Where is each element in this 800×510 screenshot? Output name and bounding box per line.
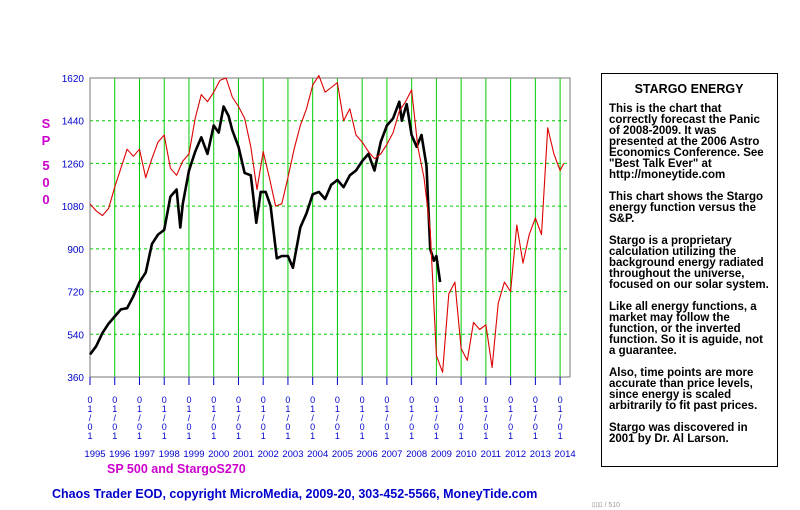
x-year-label: 1996 — [109, 449, 130, 460]
x-year-label: 1997 — [134, 449, 155, 460]
chart-series — [88, 75, 565, 373]
panel-paragraph: This chart shows the Stargo energy funct… — [609, 191, 763, 225]
x-tick-date-label: 0 1/0 1 — [409, 395, 414, 441]
small-note: ﾛﾛﾛ / 510 — [592, 502, 621, 509]
x-tick-date-label: 0 1/0 1 — [87, 395, 92, 441]
panel-paragraph: Stargo was discovered in 2001 by Dr. Al … — [609, 422, 748, 445]
x-year-label: 2008 — [406, 449, 427, 460]
panel-title: STARGO ENERGY — [634, 82, 744, 96]
x-tick-date-label: 0 1/0 1 — [335, 395, 340, 441]
x-year-label: 2012 — [505, 449, 526, 460]
x-tick-date-label: 0 1/0 1 — [162, 395, 167, 441]
x-tick-date-label: 0 1/0 1 — [186, 395, 191, 441]
x-tick-date-label: 0 1/0 1 — [533, 395, 538, 441]
x-tick-date-label: 0 1/0 1 — [483, 395, 488, 441]
panel-paragraph: This is the chart that correctly forecas… — [609, 103, 764, 181]
x-year-label: 2000 — [208, 449, 229, 460]
y-tick-label: 1620 — [62, 74, 85, 85]
panel-paragraph: Stargo is a proprietary calculation util… — [609, 235, 769, 291]
x-tick-date-label: 0 1/0 1 — [112, 395, 117, 441]
chart-axes: 360 540 720 900 1080 1260 1440 1620 S P 5 0 0 0 1/0 1 19… — [42, 74, 576, 460]
x-tick-date-label: 0 1/0 1 — [285, 395, 290, 441]
x-tick-date-label: 0 1/0 1 — [360, 395, 365, 441]
x-year-label: 2001 — [233, 449, 254, 460]
x-tick-date-label: 0 1/0 1 — [459, 395, 464, 441]
panel-paragraph: Like all energy functions, a market may … — [609, 301, 763, 357]
x-year-label: 1998 — [159, 449, 180, 460]
x-year-label: 2005 — [332, 449, 353, 460]
x-year-label: 2007 — [381, 449, 402, 460]
sp500-series-line — [88, 100, 442, 356]
x-tick-date-label: 0 1/0 1 — [434, 395, 439, 441]
x-year-label: 2010 — [456, 449, 477, 460]
x-tick-date-label: 0 1/0 1 — [384, 395, 389, 441]
x-year-label: 2002 — [258, 449, 279, 460]
chart-legend-title: SP 500 and StargoS270 — [107, 462, 246, 476]
x-year-label: 2004 — [307, 449, 328, 460]
y-tick-label: 540 — [67, 330, 84, 341]
y-tick-label: 1440 — [62, 117, 85, 128]
y-tick-label: 1080 — [62, 202, 85, 213]
chart-grid — [89, 77, 571, 378]
copyright-footer: Chaos Trader EOD, copyright MicroMedia, … — [52, 487, 538, 501]
x-year-label: 2003 — [282, 449, 303, 460]
x-year-label: 2011 — [481, 449, 501, 460]
x-tick-date-label: 0 1/0 1 — [261, 395, 266, 441]
x-year-label: 1999 — [183, 449, 204, 460]
stargo-series-line — [89, 75, 565, 373]
x-year-label: 2013 — [530, 449, 551, 460]
x-tick-date-label: 0 1/0 1 — [558, 395, 563, 441]
panel-paragraph: Also, time points are more accurate than… — [609, 367, 758, 412]
x-year-label: 2006 — [357, 449, 378, 460]
y-tick-label: 900 — [67, 245, 84, 256]
y-tick-label: 360 — [67, 373, 84, 384]
x-year-label: 1995 — [84, 449, 105, 460]
x-tick-date-label: 0 1/0 1 — [508, 395, 513, 441]
x-year-label: 2014 — [555, 449, 576, 460]
stargo-info-panel: STARGO ENERGY This is the chart that cor… — [601, 73, 778, 467]
plot-border — [89, 77, 571, 378]
x-tick-date-label: 0 1/0 1 — [310, 395, 315, 441]
x-tick-date-label: 0 1/0 1 — [137, 395, 142, 441]
y-tick-label: 720 — [67, 288, 84, 299]
x-year-label: 2009 — [431, 449, 452, 460]
x-tick-date-label: 0 1/0 1 — [211, 395, 216, 441]
x-tick-date-label: 0 1/0 1 — [236, 395, 241, 441]
y-tick-label: 1260 — [62, 159, 85, 170]
